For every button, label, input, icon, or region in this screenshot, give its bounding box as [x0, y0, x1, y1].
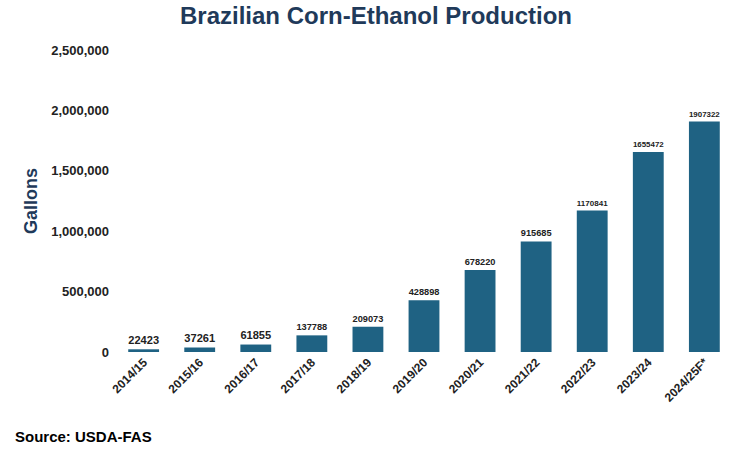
- svg-text:137788: 137788: [296, 322, 327, 332]
- svg-text:2024/25F*: 2024/25F*: [662, 355, 711, 404]
- svg-text:61855: 61855: [240, 329, 271, 341]
- svg-text:428898: 428898: [409, 287, 440, 297]
- svg-text:2023/24: 2023/24: [614, 355, 655, 396]
- svg-text:2,000,000: 2,000,000: [51, 103, 109, 118]
- svg-text:2,500,000: 2,500,000: [51, 43, 109, 58]
- svg-text:1,000,000: 1,000,000: [51, 224, 109, 239]
- svg-text:Brazilian Corn-Ethanol Product: Brazilian Corn-Ethanol Production: [180, 2, 572, 29]
- svg-text:Source: USDA-FAS: Source: USDA-FAS: [15, 428, 152, 445]
- svg-text:915685: 915685: [521, 228, 552, 238]
- svg-text:2015/16: 2015/16: [165, 355, 206, 396]
- svg-text:209073: 209073: [353, 314, 384, 324]
- svg-text:37261: 37261: [184, 332, 215, 344]
- svg-text:1170841: 1170841: [577, 199, 608, 208]
- svg-text:678220: 678220: [465, 257, 496, 267]
- svg-text:2018/19: 2018/19: [334, 355, 375, 396]
- svg-text:Gallons: Gallons: [21, 168, 41, 234]
- svg-text:2014/15: 2014/15: [109, 355, 150, 396]
- svg-text:2022/23: 2022/23: [558, 355, 599, 396]
- svg-text:22423: 22423: [128, 334, 159, 346]
- svg-text:1655472: 1655472: [633, 140, 664, 149]
- svg-text:500,000: 500,000: [62, 284, 109, 299]
- svg-text:1907322: 1907322: [689, 110, 720, 119]
- svg-text:0: 0: [102, 345, 109, 360]
- svg-text:2019/20: 2019/20: [390, 355, 431, 396]
- svg-text:2016/17: 2016/17: [222, 355, 263, 396]
- svg-text:1,500,000: 1,500,000: [51, 163, 109, 178]
- svg-text:2021/22: 2021/22: [502, 355, 543, 396]
- svg-text:2017/18: 2017/18: [278, 355, 319, 396]
- svg-text:2020/21: 2020/21: [446, 355, 487, 396]
